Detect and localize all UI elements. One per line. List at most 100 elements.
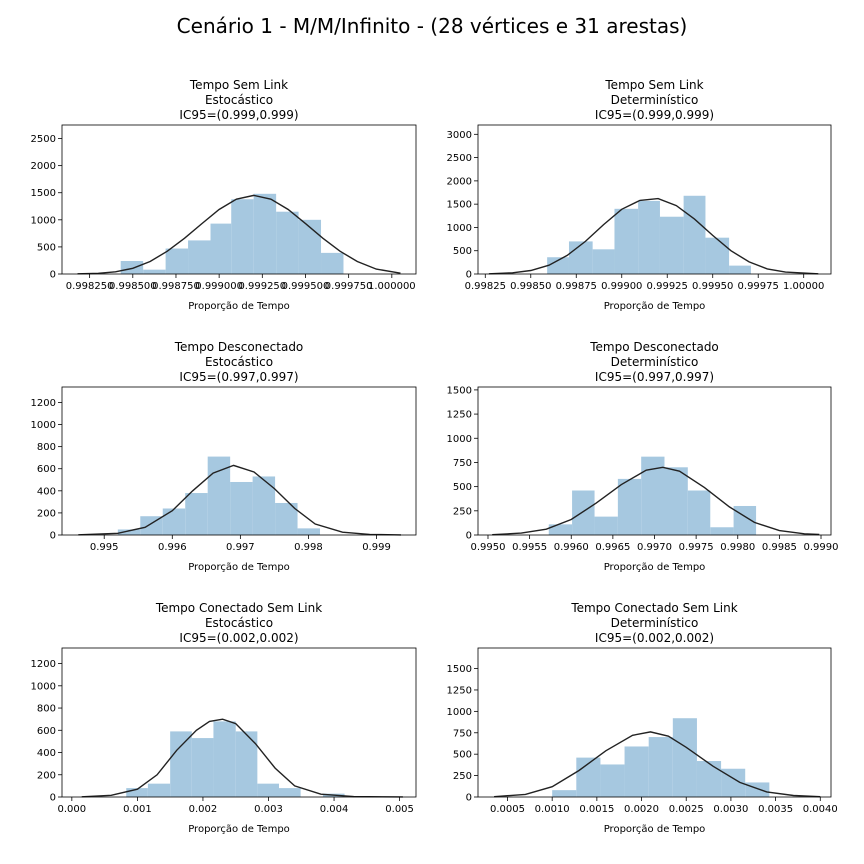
histogram-bar — [624, 746, 649, 797]
y-tick-label: 800 — [37, 442, 56, 453]
histogram-bar — [275, 502, 298, 535]
x-tick-label: 0.005 — [385, 804, 414, 815]
y-tick-label: 1200 — [31, 398, 56, 409]
histogram-bar — [276, 211, 299, 274]
chart-title-line: IC95=(0.999,0.999) — [179, 108, 298, 122]
histogram-bar — [321, 252, 344, 274]
histogram-bar — [648, 737, 673, 797]
kde-curve — [488, 197, 819, 275]
y-tick-label: 1500 — [447, 385, 472, 396]
chart-title-line: Determinístico — [611, 616, 699, 630]
chart-title-line: IC95=(0.999,0.999) — [595, 108, 714, 122]
y-tick-label: 800 — [37, 704, 56, 715]
histogram-bar — [210, 223, 232, 274]
chart-title-line: IC95=(0.002,0.002) — [595, 631, 714, 645]
histogram-bar — [659, 216, 684, 274]
x-tick-label: 0.995 — [90, 542, 119, 553]
chart-title-line: IC95=(0.002,0.002) — [179, 631, 298, 645]
x-axis-label: Proporção de Tempo — [188, 824, 290, 835]
y-tick-label: 0 — [50, 793, 56, 804]
x-tick-label: 0.9955 — [512, 542, 547, 553]
histogram-bar — [278, 788, 301, 797]
chart-title-line: IC95=(0.997,0.997) — [595, 370, 714, 384]
histogram-bar — [188, 240, 211, 274]
y-tick-label: 1000 — [31, 420, 56, 431]
x-tick-label: 0.997 — [226, 542, 255, 553]
y-tick-label: 1500 — [31, 188, 56, 199]
x-tick-label: 0.9975 — [679, 542, 714, 553]
x-tick-label: 0.002 — [189, 804, 218, 815]
y-tick-label: 1250 — [447, 685, 472, 696]
histogram-bar — [572, 490, 595, 535]
y-tick-label: 0 — [466, 531, 472, 542]
chart-panels: Tempo Sem Link Estocástico IC95=(0.999,0.9… — [31, 78, 839, 835]
histogram-bar — [253, 193, 277, 274]
histogram-bar — [297, 528, 321, 535]
y-tick-label: 2000 — [447, 176, 472, 187]
chart-title-line: Tempo Conectado Sem Link — [570, 601, 737, 615]
chart-title-line: Determinístico — [611, 355, 699, 369]
histogram-bar — [165, 248, 189, 274]
y-tick-label: 1000 — [447, 707, 472, 718]
y-tick-label: 1250 — [447, 410, 472, 421]
y-tick-label: 2000 — [31, 161, 56, 172]
histogram-bar — [664, 467, 688, 535]
x-tick-label: 0.9965 — [595, 542, 630, 553]
y-tick-label: 1500 — [447, 200, 472, 211]
y-tick-label: 500 — [453, 750, 472, 761]
x-tick-label: 1.00000 — [783, 281, 824, 292]
x-axis-label: Proporção de Tempo — [188, 562, 290, 573]
histogram-bar — [231, 199, 254, 274]
chart-title-line: Tempo Desconectado — [589, 340, 719, 354]
x-tick-label: 0.004 — [320, 804, 349, 815]
chart-title-line: Tempo Sem Link — [604, 78, 703, 92]
y-tick-label: 750 — [453, 728, 472, 739]
x-axis-label: Proporção de Tempo — [188, 301, 290, 312]
x-tick-label: 1.000000 — [368, 281, 416, 292]
x-tick-label: 0.99925 — [647, 281, 688, 292]
histogram-bar — [547, 257, 569, 274]
y-tick-label: 250 — [453, 771, 472, 782]
x-tick-label: 0.999750 — [325, 281, 373, 292]
kde-curve — [78, 464, 402, 536]
histogram-bar — [592, 249, 615, 274]
x-tick-label: 0.0040 — [803, 804, 838, 815]
x-tick-label: 0.9960 — [554, 542, 589, 553]
axes-frame — [61, 124, 417, 275]
histogram-bar — [548, 524, 573, 535]
histogram-bar — [213, 721, 236, 797]
histogram-bar — [705, 237, 730, 274]
axes-frame — [477, 647, 832, 798]
histogram-bar — [614, 208, 639, 274]
x-tick-label: 0.998500 — [109, 281, 157, 292]
y-tick-label: 400 — [37, 748, 56, 759]
kde-curve — [494, 731, 821, 798]
x-tick-label: 0.999000 — [195, 281, 243, 292]
y-tick-label: 500 — [453, 246, 472, 257]
histogram-bar — [638, 200, 660, 274]
histogram-bar — [617, 478, 642, 535]
histogram-bar — [733, 505, 757, 535]
x-tick-label: 0.0020 — [624, 804, 659, 815]
chart-title-line: Estocástico — [205, 616, 273, 630]
histogram-bar — [683, 195, 706, 274]
axes-frame — [61, 386, 417, 536]
histogram-bar — [126, 788, 148, 797]
kde-curve — [492, 466, 820, 536]
chart-panel-3: Tempo DesconectadoEstocásticoIC95=(0.997… — [31, 340, 417, 573]
chart-title-line: Tempo Conectado Sem Link — [155, 601, 322, 615]
x-tick-label: 0.003 — [254, 804, 283, 815]
histogram-bar — [641, 456, 665, 535]
y-tick-label: 1200 — [31, 659, 56, 670]
y-tick-label: 500 — [453, 482, 472, 493]
histogram-bar — [120, 260, 144, 274]
chart-title-line: IC95=(0.997,0.997) — [179, 370, 298, 384]
histogram-bar — [147, 783, 171, 797]
x-tick-label: 0.0035 — [758, 804, 793, 815]
histogram-bar — [696, 761, 722, 797]
y-tick-label: 1000 — [31, 681, 56, 692]
x-tick-label: 0.001 — [123, 804, 152, 815]
y-tick-label: 3000 — [447, 130, 472, 141]
histogram-bar — [252, 476, 276, 535]
x-tick-label: 0.999 — [362, 542, 391, 553]
